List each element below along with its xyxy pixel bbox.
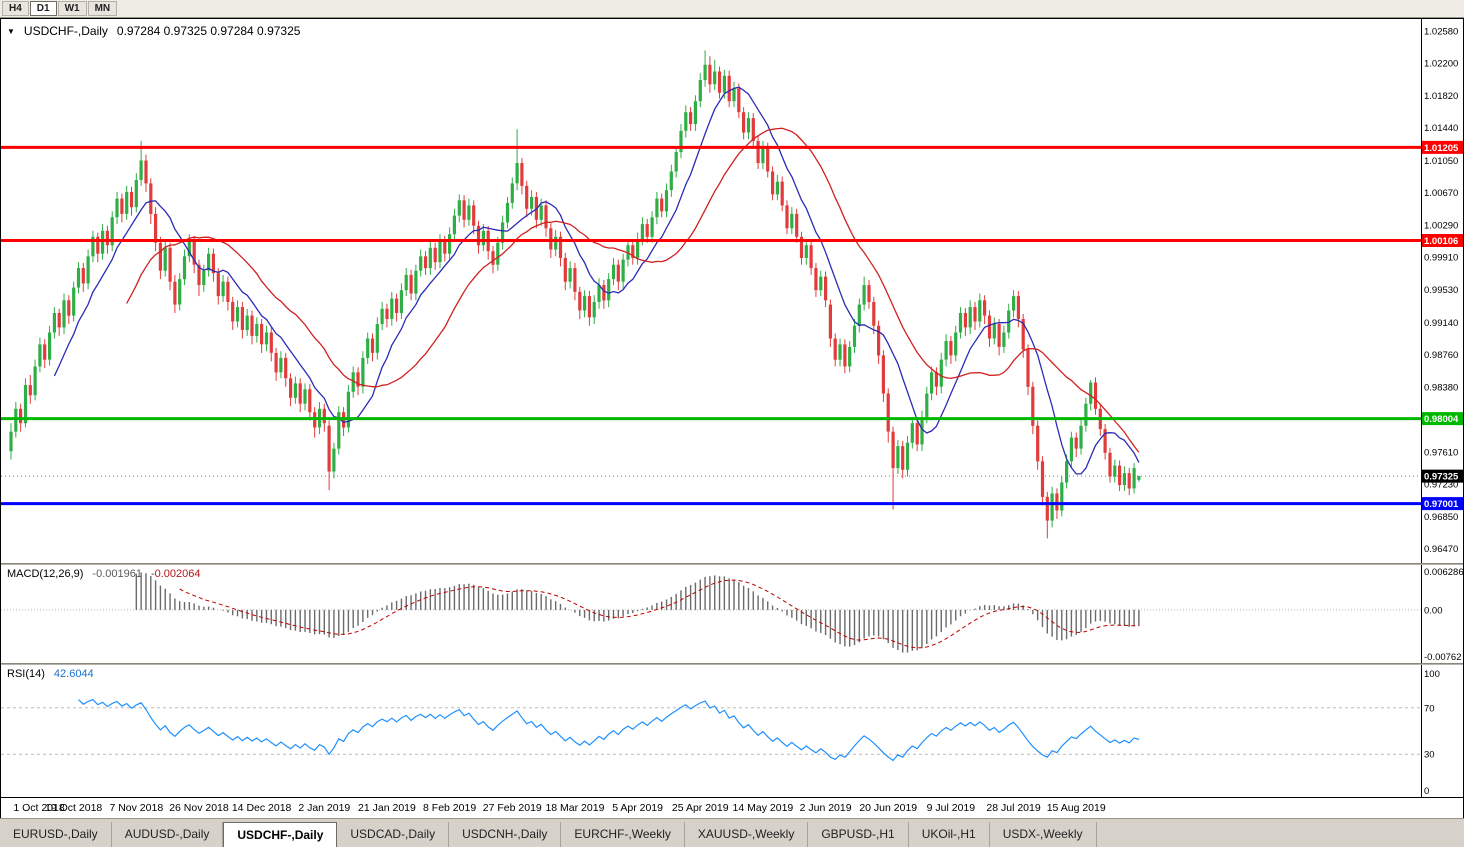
svg-text:1.01820: 1.01820 [1424, 91, 1458, 102]
timeframe-button-h4[interactable]: H4 [2, 1, 29, 16]
time-axis-label: 26 Nov 2018 [169, 802, 229, 814]
rsi-panel[interactable]: 100 70 30 0 RSI(14) 42.6044 [1, 665, 1463, 797]
timeframe-button-d1[interactable]: D1 [29, 1, 57, 16]
svg-text:1.01440: 1.01440 [1424, 123, 1458, 134]
time-axis-label: 14 Dec 2018 [231, 802, 292, 814]
ma-slow-line[interactable] [126, 127, 1140, 453]
rsi-canvas: 100 70 30 0 [1, 665, 1440, 797]
svg-text:0.97001: 0.97001 [1424, 499, 1459, 510]
svg-text:1.01205: 1.01205 [1424, 143, 1459, 154]
macd-histogram [135, 572, 1140, 653]
rsi-value: 42.6044 [53, 668, 94, 680]
macd-canvas: 0.006286 0.00 -0.00762 [1, 565, 1463, 663]
svg-text:0.96470: 0.96470 [1424, 544, 1458, 555]
svg-text:30: 30 [1424, 750, 1435, 761]
chart-tabs-bar: EURUSD-,Daily AUDUSD-,Daily USDCHF-,Daily U… [0, 818, 1464, 847]
time-axis-label: 15 Aug 2019 [1046, 802, 1106, 814]
macd-main-value: -0.001961 [92, 568, 142, 580]
svg-text:0.97325: 0.97325 [1424, 472, 1459, 483]
svg-text:0.99530: 0.99530 [1424, 285, 1458, 296]
time-axis-label: 5 Apr 2019 [612, 802, 663, 814]
collapse-triangle-icon[interactable]: ▼ [7, 27, 15, 36]
svg-text:-0.00762: -0.00762 [1424, 652, 1462, 663]
chart-window: 1.02580 1.02200 1.01820 1.01440 1.01050 1.006… [0, 18, 1464, 818]
svg-text:1.01050: 1.01050 [1424, 156, 1458, 167]
svg-text:0.98760: 0.98760 [1424, 350, 1458, 361]
time-axis-label: 19 Oct 2018 [45, 802, 103, 814]
timeframe-button-mn[interactable]: MN [87, 1, 118, 16]
svg-text:0.97230: 0.97230 [1424, 480, 1458, 491]
macd-header: MACD(12,26,9) -0.001961 -0.002064 [7, 568, 201, 580]
svg-text:0.00: 0.00 [1424, 605, 1443, 616]
chart-tab-usdchf-daily[interactable]: USDCHF-,Daily [223, 822, 338, 847]
svg-text:0.99140: 0.99140 [1424, 318, 1458, 329]
time-axis-label: 7 Nov 2018 [109, 802, 164, 814]
chart-tab-xauusd-weekly[interactable]: XAUUSD-,Weekly [685, 822, 809, 847]
svg-text:0.97610: 0.97610 [1424, 448, 1458, 459]
time-axis-label: 25 Apr 2019 [671, 802, 729, 814]
rsi-header: RSI(14) 42.6044 [7, 668, 94, 680]
svg-text:0.99910: 0.99910 [1424, 253, 1458, 264]
chart-tab-audusd-daily[interactable]: AUDUSD-,Daily [112, 822, 224, 847]
time-axis-label: 9 Jul 2019 [926, 802, 976, 814]
svg-text:0.98380: 0.98380 [1424, 382, 1458, 393]
time-axis-label: 21 Jan 2019 [358, 802, 416, 814]
time-axis-label: 2 Jan 2019 [298, 802, 351, 814]
svg-text:1.02200: 1.02200 [1424, 59, 1458, 70]
time-axis-label: 2 Jun 2019 [799, 802, 852, 814]
chart-tab-eurchf-weekly[interactable]: EURCHF-,Weekly [561, 822, 685, 847]
time-axis-label: 8 Feb 2019 [423, 802, 477, 814]
time-axis-label: 14 May 2019 [732, 802, 794, 814]
symbol-period-label: USDCHF-,Daily [23, 24, 108, 38]
rsi-line [78, 698, 1140, 762]
rsi-label: RSI(14) [7, 668, 45, 680]
chart-tab-ukoil-h1[interactable]: UKOil-,H1 [909, 822, 990, 847]
macd-signal-value: -0.002064 [150, 568, 201, 580]
macd-signal-line [179, 579, 1139, 649]
svg-text:0.006286: 0.006286 [1424, 567, 1463, 578]
svg-text:1.00106: 1.00106 [1424, 236, 1458, 247]
chart-tab-usdcnh-daily[interactable]: USDCNH-,Daily [449, 822, 562, 847]
svg-text:70: 70 [1424, 703, 1435, 714]
candles-layer [9, 50, 1141, 539]
chart-tab-gbpusd-h1[interactable]: GBPUSD-,H1 [808, 822, 909, 847]
time-axis-label: 28 Jul 2019 [986, 802, 1041, 814]
svg-text:0.96850: 0.96850 [1424, 512, 1458, 523]
svg-text:1.02580: 1.02580 [1424, 26, 1458, 37]
price-chart-canvas: 1.02580 1.02200 1.01820 1.01440 1.01050 1.006… [1, 19, 1463, 563]
timeframe-button-w1[interactable]: W1 [57, 1, 87, 16]
price-chart-panel[interactable]: 1.02580 1.02200 1.01820 1.01440 1.01050 1.006… [1, 19, 1463, 563]
quote-ohlc-values: 0.97284 0.97325 0.97284 0.97325 [116, 24, 301, 38]
time-axis-label: 1 Oct 2018 [13, 802, 65, 814]
panel-splitter-2[interactable] [1, 663, 1463, 665]
panel-splitter[interactable] [1, 563, 1463, 565]
time-axis[interactable]: 1 Oct 2018 19 Oct 2018 7 Nov 2018 26 Nov 20… [1, 797, 1463, 818]
chart-tab-usdx-weekly[interactable]: USDX-,Weekly [990, 822, 1097, 847]
time-axis-label: 20 Jun 2019 [859, 802, 918, 814]
time-axis-label: 18 Mar 2019 [545, 802, 605, 814]
svg-text:1.00670: 1.00670 [1424, 188, 1458, 199]
period-toolbar: H4 D1 W1 MN [0, 0, 1464, 18]
svg-text:0.98004: 0.98004 [1424, 414, 1459, 425]
time-axis-label: 27 Feb 2019 [482, 802, 542, 814]
svg-text:100: 100 [1424, 669, 1440, 680]
chart-tab-eurusd-daily[interactable]: EURUSD-,Daily [0, 822, 112, 847]
svg-text:1.00290: 1.00290 [1424, 220, 1458, 231]
svg-text:0: 0 [1424, 786, 1429, 797]
chart-header: ▼ USDCHF-,Daily 0.97284 0.97325 0.97284 … [7, 24, 300, 38]
chart-tab-usdcad-daily[interactable]: USDCAD-,Daily [337, 822, 450, 847]
macd-label: MACD(12,26,9) [7, 568, 84, 580]
macd-panel[interactable]: 0.006286 0.00 -0.00762 MACD(12,26,9) -0.00… [1, 565, 1463, 663]
